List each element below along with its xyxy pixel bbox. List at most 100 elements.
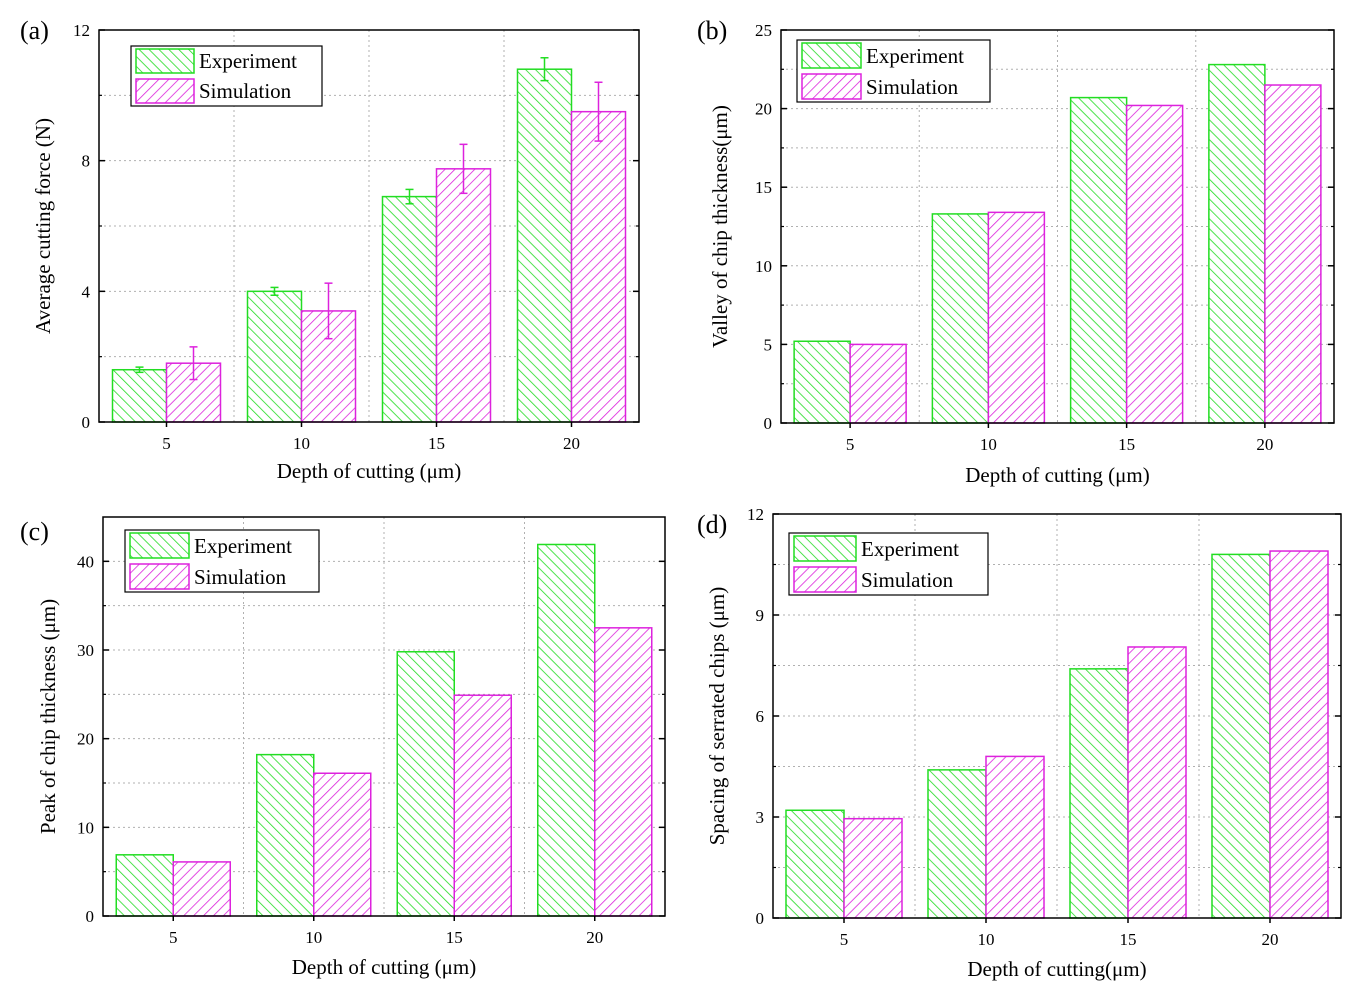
bar xyxy=(115,854,174,917)
y-tick-label: 40 xyxy=(77,552,94,571)
x-tick-label: 20 xyxy=(563,434,580,453)
error-bar xyxy=(540,57,549,82)
legend: Experiment Simulation xyxy=(124,529,320,593)
x-tick-label: 10 xyxy=(305,928,322,947)
chart-panel: 0 10 20 30 40 5 10 15 20 Depth of cutting (μm) Pea… xyxy=(20,516,666,979)
y-tick-label: 10 xyxy=(755,257,772,276)
series-experiment xyxy=(111,57,573,423)
panel-label: (d) xyxy=(697,510,727,539)
legend-swatch xyxy=(801,73,862,100)
error-bar xyxy=(594,81,603,142)
error-bar xyxy=(324,282,333,340)
bar xyxy=(1211,553,1271,919)
y-tick-label: 8 xyxy=(82,152,91,171)
error-bar xyxy=(189,346,198,381)
x-tick-label: 15 xyxy=(1120,930,1137,949)
error-bar xyxy=(459,143,468,195)
legend-label: Simulation xyxy=(861,568,954,592)
bar xyxy=(246,290,303,423)
error-bar xyxy=(135,366,144,374)
bar xyxy=(793,340,851,424)
y-tick-label: 0 xyxy=(764,414,773,433)
x-tick-label: 10 xyxy=(978,930,995,949)
series-simulation xyxy=(843,550,1329,919)
legend: Experiment Simulation xyxy=(130,45,323,107)
bar xyxy=(927,769,987,919)
y-tick-label: 0 xyxy=(82,413,91,432)
legend-label: Experiment xyxy=(866,44,964,68)
plot-frame xyxy=(102,516,666,917)
bar xyxy=(1208,63,1266,424)
grid-lines xyxy=(103,517,665,916)
bar xyxy=(849,343,907,424)
bar xyxy=(1069,668,1129,919)
y-tick-label: 6 xyxy=(756,707,765,726)
series-simulation xyxy=(165,81,627,423)
error-bar xyxy=(405,188,414,205)
x-tick-label: 5 xyxy=(840,930,849,949)
x-tick-label: 5 xyxy=(846,435,855,454)
panel-label: (a) xyxy=(20,16,49,45)
y-tick-label: 30 xyxy=(77,641,94,660)
x-tick-label: 20 xyxy=(586,928,603,947)
bar xyxy=(1269,550,1329,919)
x-tick-label: 10 xyxy=(980,435,997,454)
bar xyxy=(931,213,990,424)
bar xyxy=(987,211,1046,424)
y-tick-label: 10 xyxy=(77,818,94,837)
bar xyxy=(111,368,168,423)
y-tick-label: 4 xyxy=(82,282,91,301)
bar xyxy=(537,543,596,917)
bar xyxy=(381,195,438,423)
chart-panel: 0 5 10 15 20 25 5 10 15 20 Depth of cutting (μm) Va… xyxy=(697,16,1335,487)
bar xyxy=(435,168,492,423)
x-axis-label: Depth of cutting(μm) xyxy=(967,957,1146,981)
grid-lines xyxy=(773,514,1341,918)
y-axis-label: Average cutting force (N) xyxy=(31,118,55,334)
panel-label: (b) xyxy=(697,16,727,45)
y-tick-label: 25 xyxy=(755,21,772,40)
bar xyxy=(165,362,222,423)
x-axis-label: Depth of cutting (μm) xyxy=(277,459,461,483)
grid-lines xyxy=(99,30,639,422)
y-tick-label: 12 xyxy=(747,505,764,524)
y-tick-label: 5 xyxy=(764,335,773,354)
x-tick-label: 20 xyxy=(1256,435,1273,454)
bar xyxy=(843,817,903,919)
legend: Experiment Simulation xyxy=(796,39,991,103)
legend-label: Experiment xyxy=(861,537,959,561)
legend-swatch xyxy=(793,535,857,562)
x-axis-label: Depth of cutting (μm) xyxy=(292,955,476,979)
bar xyxy=(172,861,231,917)
panel-label: (c) xyxy=(20,517,49,546)
series-experiment xyxy=(115,543,596,917)
legend-swatch xyxy=(135,48,195,74)
y-tick-label: 15 xyxy=(755,178,772,197)
bar xyxy=(453,694,512,917)
series-simulation xyxy=(849,84,1322,424)
y-tick-label: 0 xyxy=(86,907,95,926)
bar xyxy=(396,651,455,917)
series-experiment xyxy=(785,553,1271,919)
bar xyxy=(570,110,627,423)
x-axis-label: Depth of cutting (μm) xyxy=(965,463,1149,487)
bar xyxy=(516,68,573,423)
y-axis-label: Spacing of serrated chips (μm) xyxy=(705,587,729,846)
y-tick-label: 20 xyxy=(755,100,772,119)
bar xyxy=(1069,96,1128,424)
y-tick-label: 20 xyxy=(77,730,94,749)
legend-swatch xyxy=(801,42,862,69)
legend-label: Experiment xyxy=(199,49,297,73)
bar xyxy=(785,809,845,919)
legend-label: Experiment xyxy=(194,534,292,558)
series-simulation xyxy=(172,627,653,917)
x-tick-label: 15 xyxy=(428,434,445,453)
legend-label: Simulation xyxy=(194,565,287,589)
legend-swatch xyxy=(129,532,190,559)
legend: Experiment Simulation xyxy=(788,532,989,596)
bar xyxy=(256,753,315,917)
legend-label: Simulation xyxy=(866,75,959,99)
legend-swatch xyxy=(129,563,190,590)
x-tick-label: 20 xyxy=(1262,930,1279,949)
